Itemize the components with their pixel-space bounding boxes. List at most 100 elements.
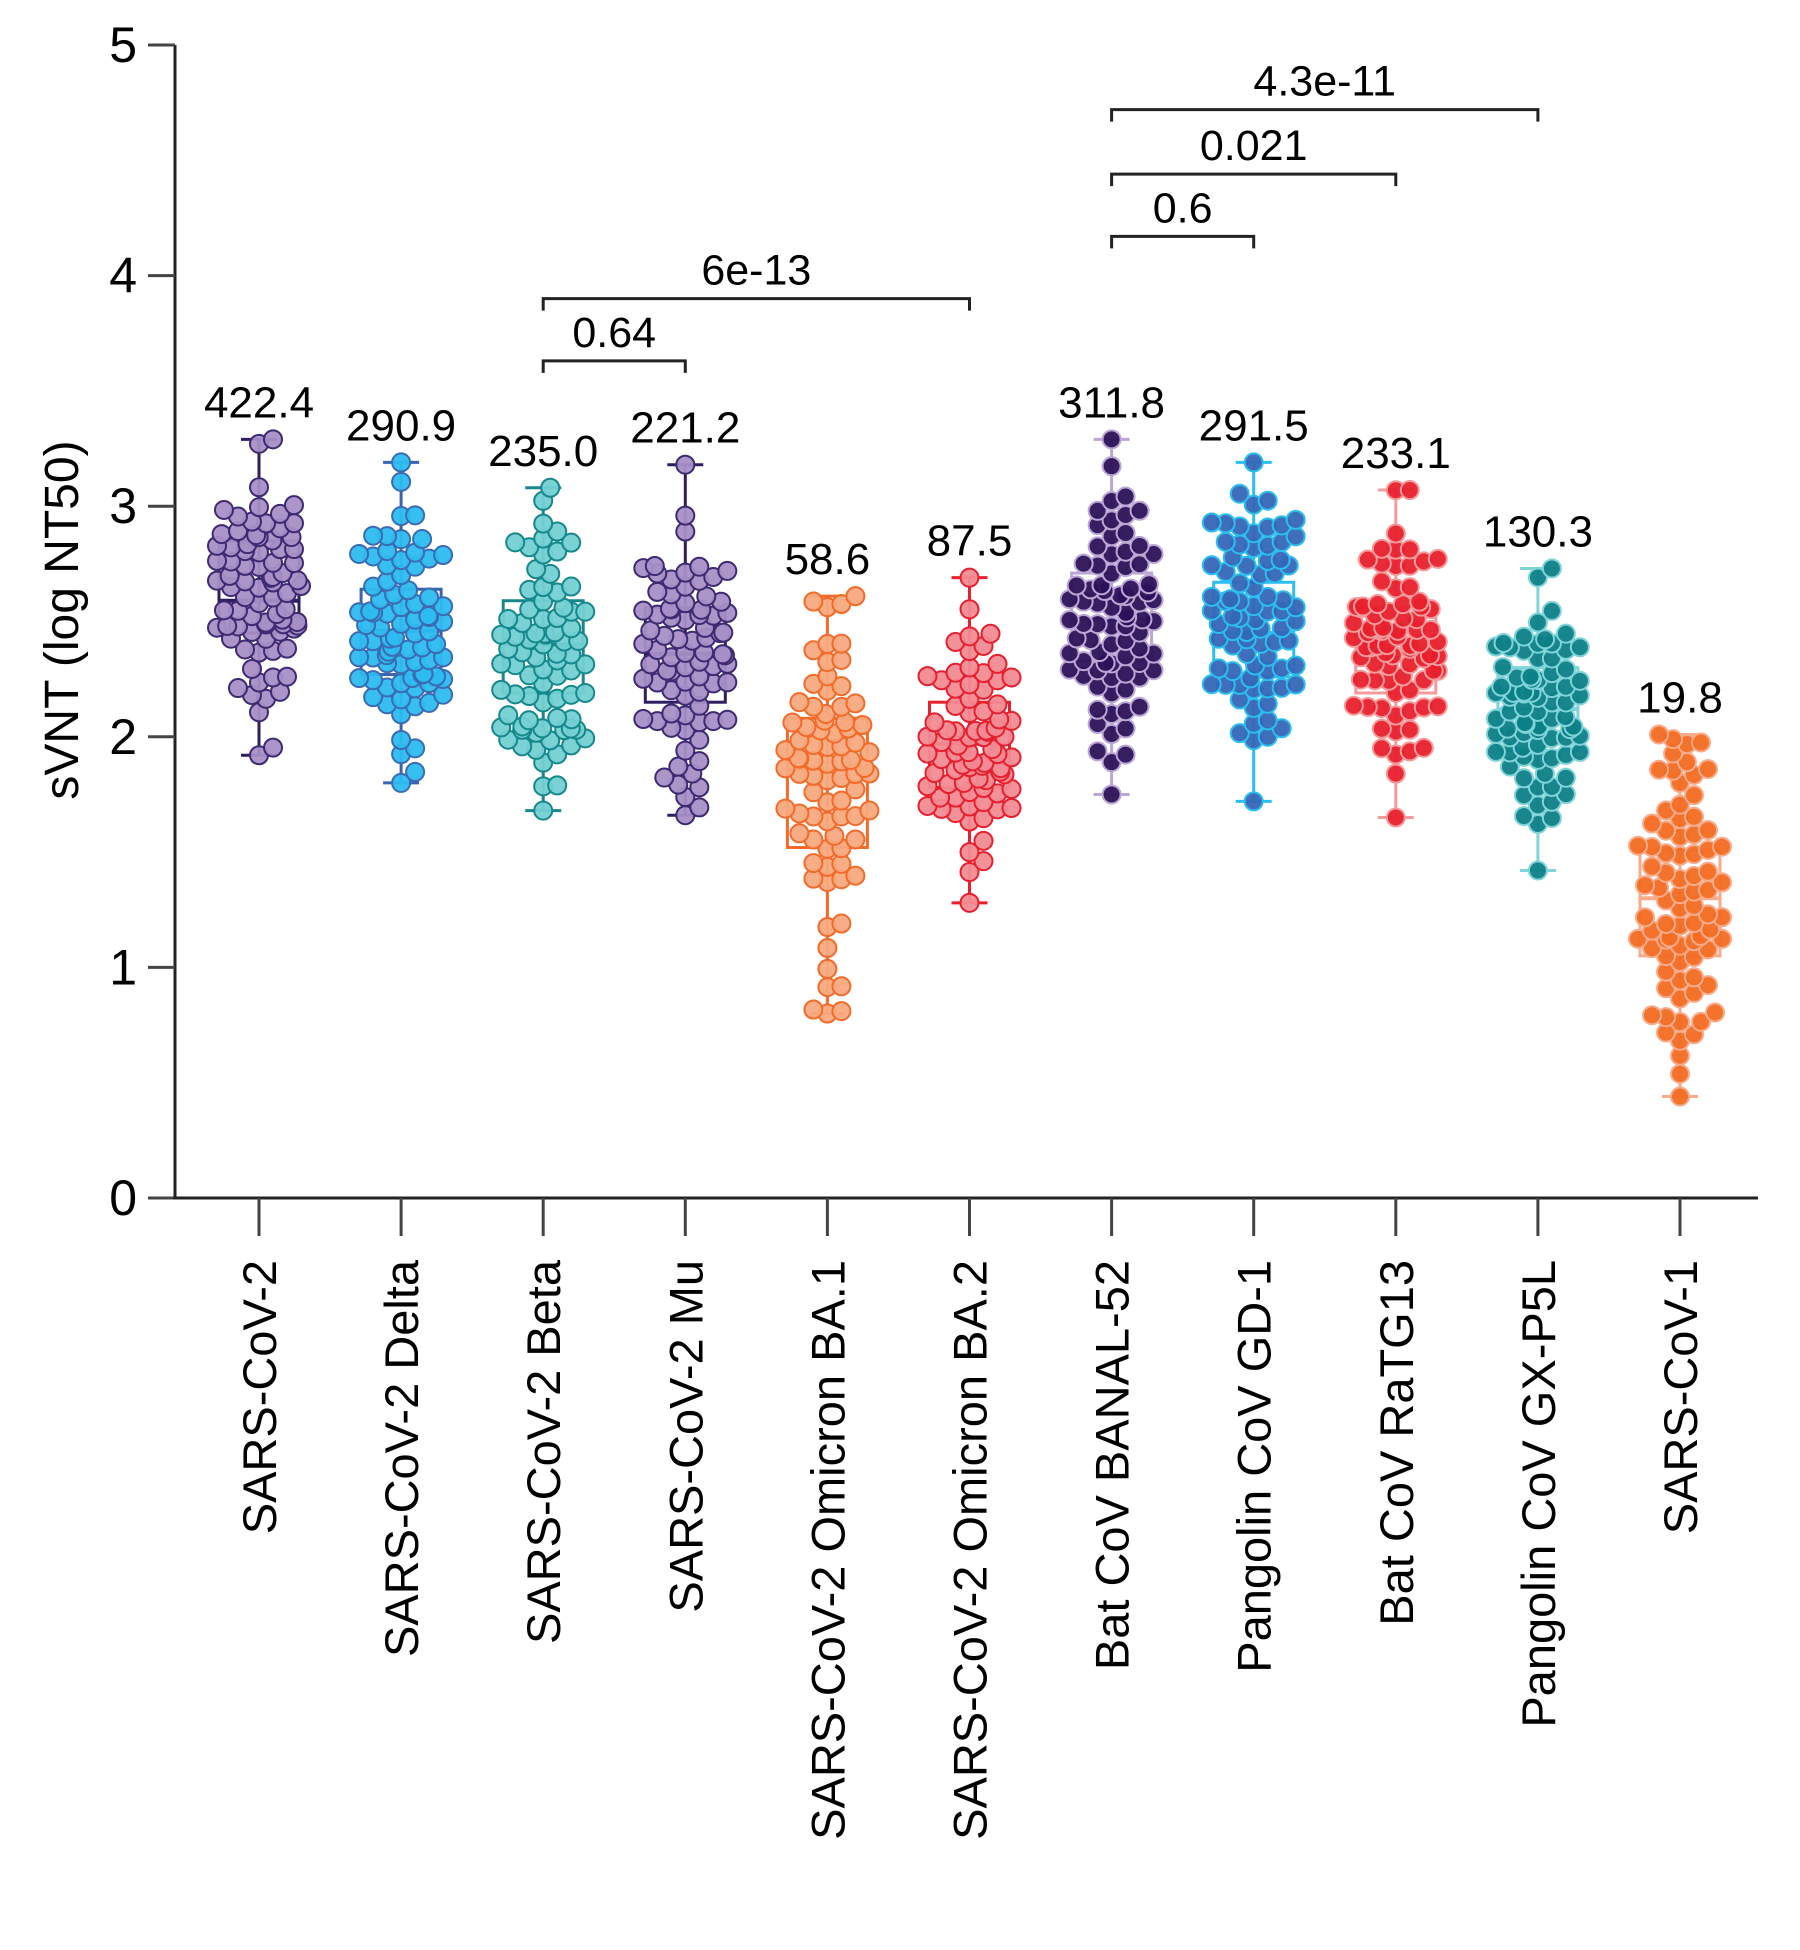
data-point <box>1220 589 1241 610</box>
data-point <box>1399 480 1420 501</box>
geometric-mean-label: 311.8 <box>1058 378 1165 427</box>
data-point <box>575 654 596 675</box>
data-point <box>1087 741 1108 762</box>
data-point <box>859 742 880 763</box>
data-point <box>228 678 248 699</box>
y-axis-title: sVNT (log NT50) <box>36 440 89 799</box>
group-sars-cov-2-omicron-ba-2: 87.5 <box>917 517 1022 913</box>
data-point <box>845 865 866 886</box>
data-point <box>1492 657 1513 678</box>
data-point <box>1073 553 1094 574</box>
data-point <box>1101 784 1122 805</box>
data-point <box>1555 623 1576 644</box>
data-point <box>717 560 738 581</box>
data-point <box>1649 759 1669 780</box>
data-point <box>1399 577 1420 598</box>
data-point <box>1229 483 1250 504</box>
data-point <box>831 1001 852 1022</box>
data-point <box>845 829 866 850</box>
data-point <box>391 772 412 793</box>
geometric-mean-label: 130.3 <box>1483 507 1593 556</box>
data-point <box>1684 967 1704 988</box>
data-point <box>1555 659 1576 680</box>
data-point <box>717 709 738 730</box>
data-point <box>775 798 796 819</box>
x-tick-label: Bat CoV RaTG13 <box>1370 1260 1423 1626</box>
data-point <box>1350 669 1371 690</box>
data-point <box>1656 913 1676 934</box>
data-point <box>235 639 255 660</box>
data-point <box>1129 535 1150 556</box>
data-point <box>831 676 852 697</box>
data-point <box>689 751 710 772</box>
data-point <box>852 715 873 736</box>
data-point <box>1385 523 1406 544</box>
data-point <box>845 586 866 607</box>
x-tick-label: SARS-CoV-2 Omicron BA.1 <box>801 1260 854 1840</box>
data-point <box>831 976 852 997</box>
data-point <box>1684 785 1704 806</box>
data-point <box>1413 737 1434 758</box>
group-bat-cov-banal-52: 311.8 <box>1058 378 1165 805</box>
data-point <box>661 703 682 724</box>
data-point <box>1385 763 1406 784</box>
data-point <box>817 958 838 979</box>
data-point <box>1201 512 1222 533</box>
data-point <box>924 712 945 733</box>
y-tick-label: 2 <box>109 709 137 765</box>
data-point <box>987 694 1008 715</box>
data-point <box>277 638 297 659</box>
group-sars-cov-2-beta: 235.0 <box>488 427 598 821</box>
group-bat-cov-ratg13: 233.1 <box>1341 429 1451 828</box>
data-point <box>633 709 654 730</box>
group-sars-cov-2-delta: 290.9 <box>346 401 456 793</box>
data-point <box>1427 548 1448 569</box>
geometric-mean-label: 235.0 <box>488 427 598 476</box>
data-point <box>1698 861 1718 882</box>
data-point <box>433 596 454 617</box>
data-point <box>405 505 426 526</box>
data-point <box>1343 695 1364 716</box>
data-point <box>1087 536 1108 557</box>
data-point <box>1101 429 1122 450</box>
y-tick-label: 1 <box>109 939 137 995</box>
data-point <box>831 649 852 670</box>
bracket: 4.3e-11 <box>1110 58 1540 122</box>
data-point <box>363 525 384 546</box>
data-point <box>987 653 1008 674</box>
group-sars-cov-2: 422.4 <box>204 378 314 766</box>
data-point <box>1285 509 1306 530</box>
data-point <box>575 601 596 622</box>
data-point <box>1712 872 1732 893</box>
data-point <box>1520 666 1541 687</box>
geometric-mean-label: 233.1 <box>1341 429 1451 478</box>
data-point <box>959 657 980 678</box>
data-point <box>1535 629 1556 650</box>
bracket: 0.6 <box>1110 184 1256 249</box>
data-point <box>1385 807 1406 828</box>
data-point <box>1257 586 1278 607</box>
data-point <box>1513 806 1534 827</box>
data-point <box>498 608 519 629</box>
bracket: 6e-13 <box>541 247 971 311</box>
data-point <box>845 693 866 714</box>
data-point <box>1208 658 1229 679</box>
x-tick-label: SARS-CoV-2 Mu <box>659 1260 712 1613</box>
group-sars-cov-2-mu: 221.2 <box>630 404 740 826</box>
data-point <box>803 999 824 1020</box>
geometric-mean-label: 290.9 <box>346 401 456 450</box>
p-value-label: 0.021 <box>1200 122 1308 170</box>
data-point <box>349 668 370 689</box>
data-point <box>284 495 304 516</box>
data-point <box>1138 574 1159 595</box>
data-point <box>1513 768 1534 789</box>
x-axis: SARS-CoV-2 SARS-CoV-2 Delta SARS-CoV-2 Bet… <box>173 1196 1758 1840</box>
data-point <box>782 712 803 733</box>
data-point <box>1642 856 1662 877</box>
data-point <box>644 556 665 577</box>
data-point <box>980 623 1001 644</box>
data-point <box>675 454 696 475</box>
data-point <box>859 800 880 821</box>
data-point <box>1541 558 1562 579</box>
data-point <box>1541 600 1562 621</box>
